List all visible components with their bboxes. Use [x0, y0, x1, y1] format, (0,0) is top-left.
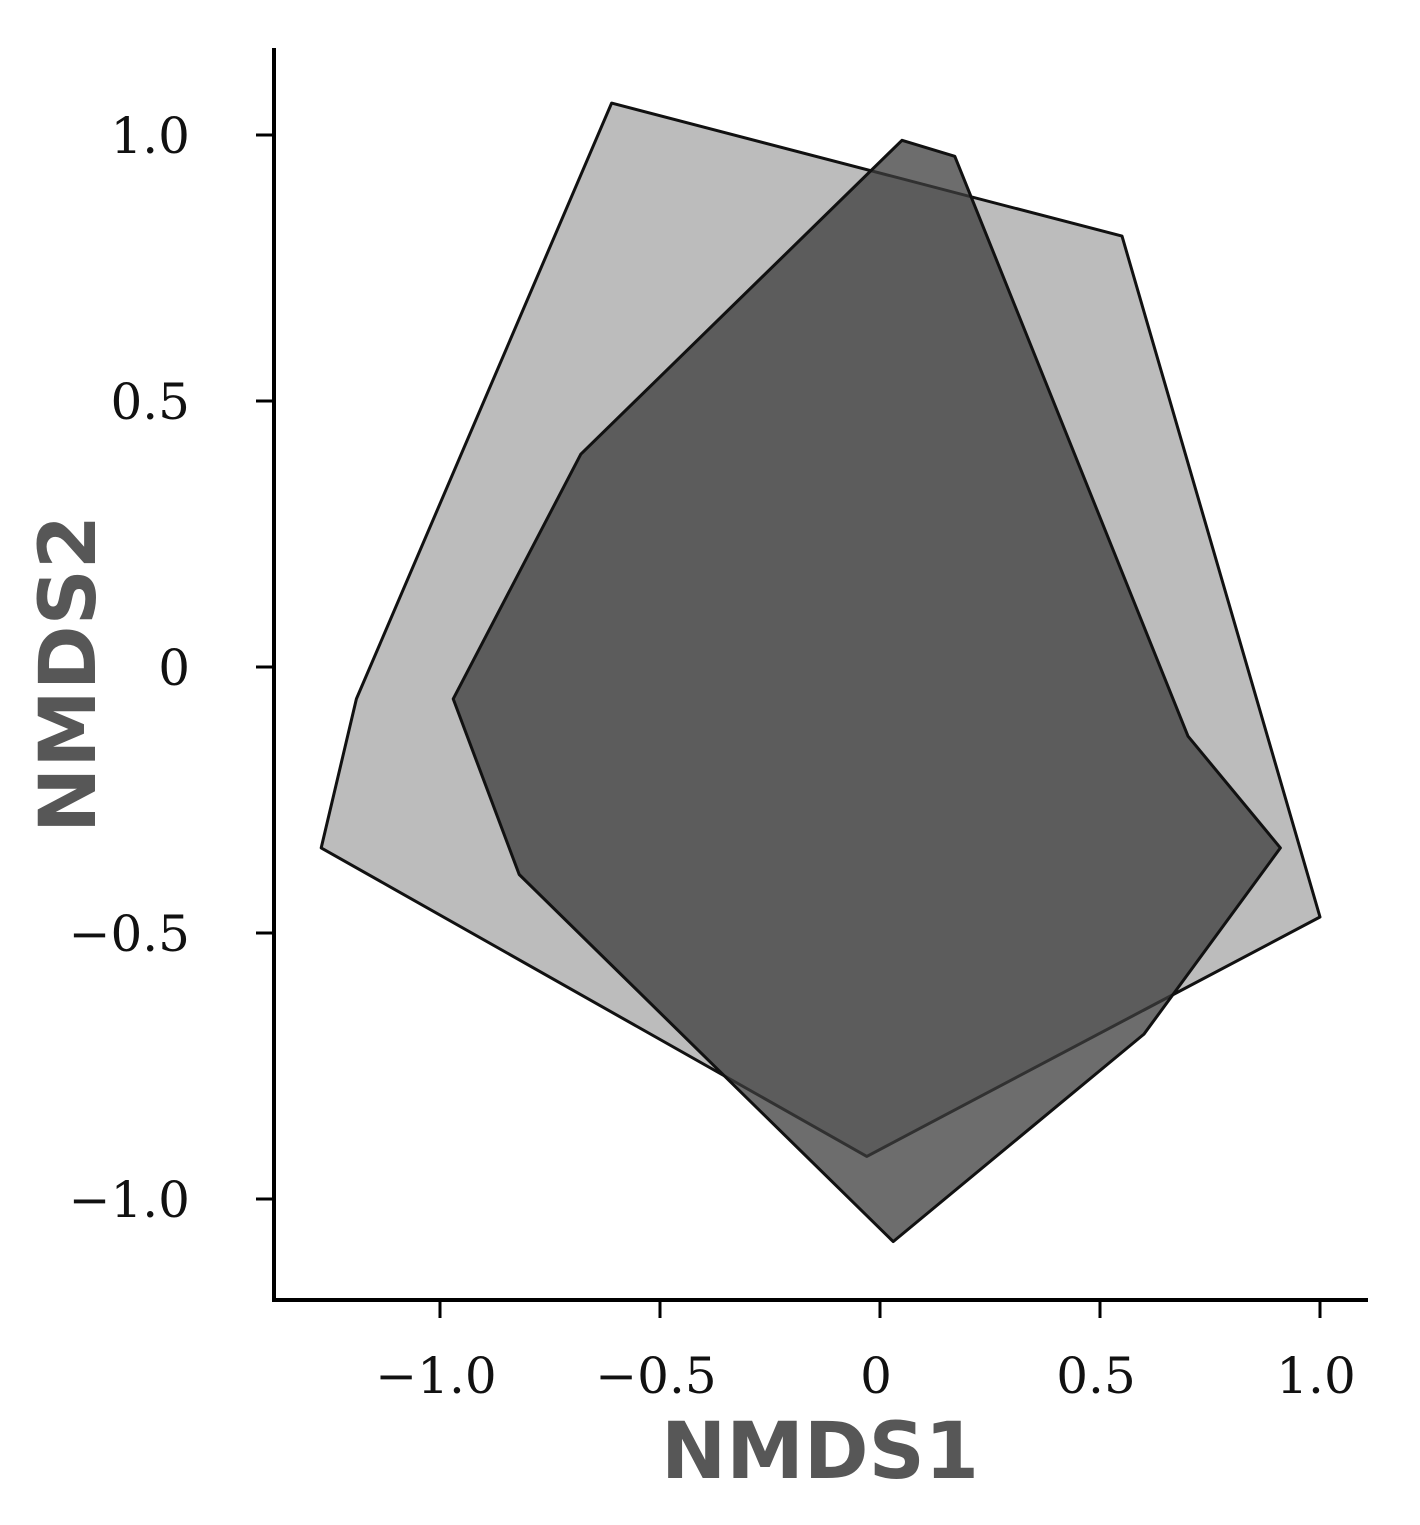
y-tick-label: 0 — [158, 639, 190, 697]
y-tick-label: 0.5 — [110, 373, 190, 431]
axes — [272, 48, 1368, 1302]
hull-polygons — [319, 101, 1322, 1244]
y-axis-ticks: −1.0 −0.5 0 0.5 1.0 — [69, 107, 274, 1229]
x-tick-label: 0 — [860, 1347, 892, 1405]
y-tick-label: −1.0 — [69, 1171, 190, 1229]
x-tick-label: −0.5 — [595, 1347, 716, 1405]
x-axis-ticks: −1.0 −0.5 0 0.5 1.0 — [375, 1300, 1356, 1405]
y-tick-label: −0.5 — [69, 905, 190, 963]
x-tick-label: 1.0 — [1276, 1347, 1356, 1405]
y-axis-title: NMDS2 — [24, 515, 114, 833]
hull-polygon-2 — [451, 138, 1282, 1244]
y-tick-label: 1.0 — [110, 107, 190, 165]
x-tick-label: 0.5 — [1056, 1347, 1136, 1405]
x-axis-title: NMDS1 — [661, 1407, 979, 1497]
x-tick-label: −1.0 — [375, 1347, 496, 1405]
